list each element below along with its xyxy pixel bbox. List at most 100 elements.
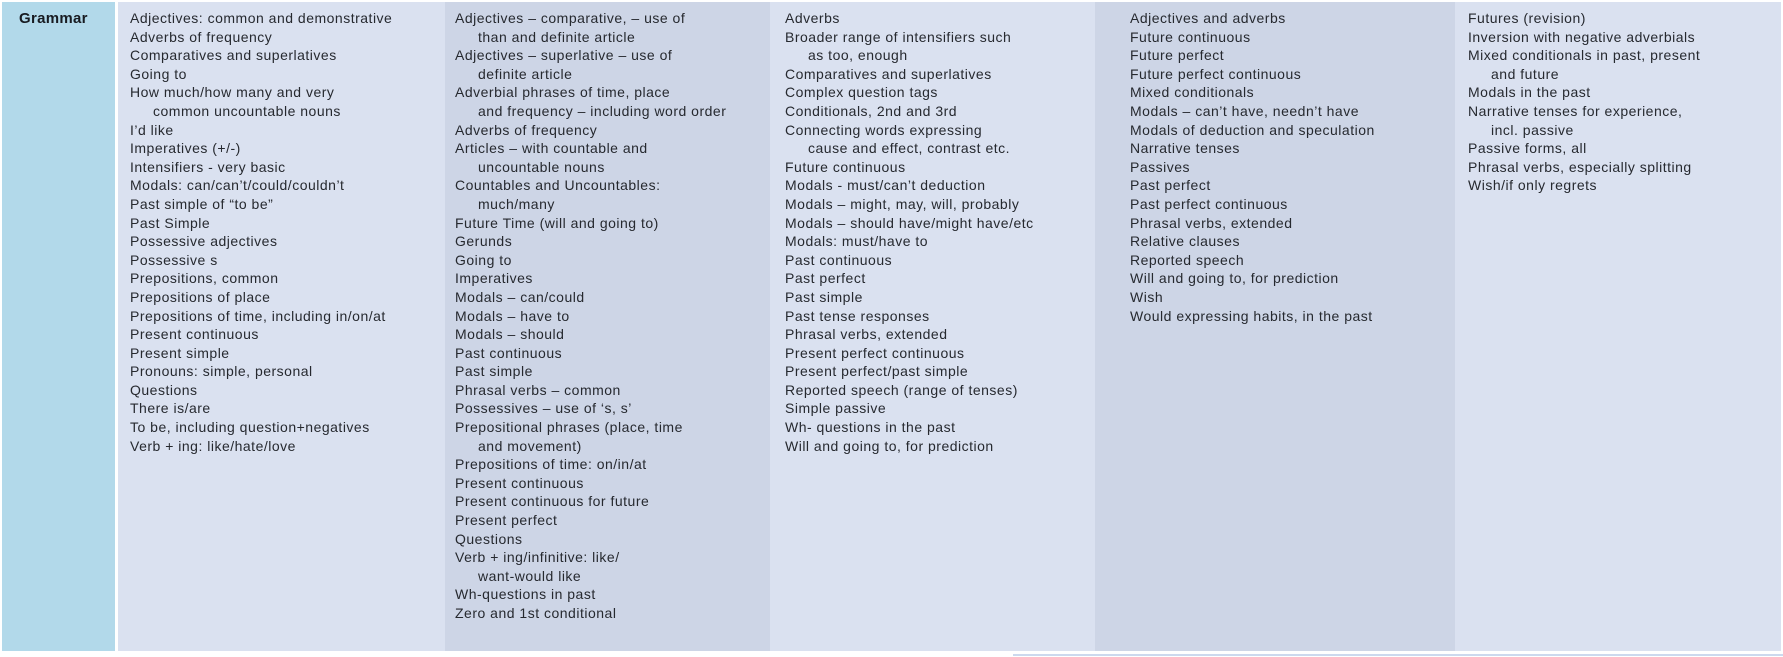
grammar-topic: Wish/if only regrets bbox=[1468, 177, 1598, 194]
bottom-border-line bbox=[1013, 654, 1783, 656]
grammar-topic: Passives bbox=[1130, 158, 1191, 175]
grammar-topic: Possessives – use of ‘s, s’ bbox=[455, 400, 632, 417]
grammar-topic: Passive forms, all bbox=[1468, 140, 1587, 157]
grammar-topic: Modals – can/could bbox=[455, 288, 585, 305]
grammar-topic: Simple passive bbox=[785, 400, 887, 417]
grammar-topic: Present perfect/past simple bbox=[785, 363, 969, 380]
grammar-topic: Past continuous bbox=[455, 344, 563, 361]
grammar-topic: Adjectives – superlative – use of defini… bbox=[455, 47, 673, 82]
grammar-topic: Wh-questions in past bbox=[455, 586, 596, 603]
grammar-topic: Would expressing habits, in the past bbox=[1130, 307, 1373, 324]
grammar-topic: Past continuous bbox=[785, 251, 893, 268]
grammar-topic: Adjectives: common and demonstrative bbox=[130, 10, 393, 26]
grammar-topic: Prepositions of time, including in/on/at bbox=[130, 307, 386, 324]
grammar-topic: Mixed conditionals in past, present and … bbox=[1468, 47, 1701, 82]
grammar-topic: Modals - must/can’t deduction bbox=[785, 177, 986, 194]
grammar-topic: Countables and Uncountables: much/many bbox=[455, 177, 661, 212]
grammar-topic: Prepositional phrases (place, time and m… bbox=[455, 419, 683, 454]
grammar-topic: Wish bbox=[1130, 288, 1164, 305]
grammar-topic: Prepositions, common bbox=[130, 270, 279, 287]
grammar-topic: Prepositions of place bbox=[130, 288, 271, 305]
grammar-topic: Inversion with negative adverbials bbox=[1468, 28, 1696, 45]
grammar-topic: Modals of deduction and speculation bbox=[1130, 121, 1375, 138]
grammar-topic: Complex question tags bbox=[785, 84, 938, 101]
grammar-topic: Intensifiers - very basic bbox=[130, 158, 286, 175]
grammar-topic: Future continuous bbox=[785, 158, 906, 175]
grammar-topic: Prepositions of time: on/in/at bbox=[455, 456, 647, 473]
grammar-column-level-1: Adjectives: common and demonstrative Adve… bbox=[118, 2, 445, 651]
grammar-topic: Phrasal verbs, especially splitting bbox=[1468, 158, 1692, 175]
grammar-topic: Future perfect bbox=[1130, 47, 1225, 64]
grammar-topic: Going to bbox=[455, 251, 512, 268]
grammar-topic: Wh- questions in the past bbox=[785, 419, 956, 436]
grammar-topic: How much/how many and very common uncoun… bbox=[130, 84, 341, 119]
grammar-topic: There is/are bbox=[130, 400, 211, 417]
grammar-topic: Adverbs of frequency bbox=[455, 121, 598, 138]
grammar-topic: Will and going to, for prediction bbox=[785, 437, 994, 454]
grammar-column-level-4: Adjectives and adverbs Future continuous F… bbox=[1095, 2, 1455, 651]
grammar-topic: Narrative tenses bbox=[1130, 140, 1240, 157]
grammar-topic: Past simple bbox=[785, 288, 863, 305]
grammar-topic: Modals – should bbox=[455, 326, 565, 343]
grammar-topic: Adverbial phrases of time, place and fre… bbox=[455, 84, 727, 119]
grammar-topic: Modals in the past bbox=[1468, 84, 1591, 101]
grammar-topic: Adjectives and adverbs bbox=[1130, 10, 1286, 26]
grammar-topic: Future perfect continuous bbox=[1130, 65, 1302, 82]
grammar-topic: Phrasal verbs, extended bbox=[785, 326, 948, 343]
grammar-column-level-5: Futures (revision) Inversion with negativ… bbox=[1455, 2, 1781, 651]
grammar-topic: Will and going to, for prediction bbox=[1130, 270, 1339, 287]
grammar-topic: Modals – might, may, will, probably bbox=[785, 195, 1020, 212]
grammar-topic: Future Time (will and going to) bbox=[455, 214, 659, 231]
grammar-topic: Verb + ing/infinitive: like/ want-would … bbox=[455, 549, 620, 584]
grammar-topic: Past perfect continuous bbox=[1130, 195, 1288, 212]
grammar-topic: Comparatives and superlatives bbox=[785, 65, 992, 82]
grammar-topic: Present perfect continuous bbox=[785, 344, 965, 361]
grammar-topic: Modals – can’t have, needn’t have bbox=[1130, 102, 1359, 119]
grammar-topic: Past tense responses bbox=[785, 307, 930, 324]
grammar-topic: Past perfect bbox=[1130, 177, 1211, 194]
row-header-cell: Grammar bbox=[2, 2, 115, 651]
grammar-topic: Zero and 1st conditional bbox=[455, 605, 617, 621]
grammar-topic: Present perfect bbox=[455, 512, 558, 529]
grammar-topic: Adverbs of frequency bbox=[130, 28, 273, 45]
grammar-topic: Going to bbox=[130, 65, 187, 82]
grammar-topic: Present simple bbox=[130, 344, 230, 361]
grammar-column-level-2: Adjectives – comparative, – use of than … bbox=[445, 2, 770, 651]
grammar-topic: To be, including question+negatives bbox=[130, 419, 370, 436]
grammar-topic: Imperatives bbox=[455, 270, 533, 287]
grammar-topic: Modals: must/have to bbox=[785, 233, 929, 250]
grammar-topic: Imperatives (+/-) bbox=[130, 140, 241, 157]
grammar-topic: Connecting words expressing cause and ef… bbox=[785, 121, 1011, 157]
grammar-topic: Gerunds bbox=[455, 233, 513, 250]
grammar-topic: Pronouns: simple, personal bbox=[130, 363, 313, 380]
grammar-topic: Reported speech (range of tenses) bbox=[785, 381, 1018, 398]
grammar-topic: Present continuous for future bbox=[455, 493, 650, 510]
grammar-topic: Phrasal verbs, extended bbox=[1130, 214, 1293, 231]
grammar-topic: Articles – with countable and uncountabl… bbox=[455, 140, 648, 175]
grammar-topic: Comparatives and superlatives bbox=[130, 47, 337, 64]
grammar-topic: Mixed conditionals bbox=[1130, 84, 1255, 101]
grammar-topic: Present continuous bbox=[130, 326, 259, 343]
grammar-topic: Modals: can/can’t/could/couldn’t bbox=[130, 177, 345, 194]
grammar-topic: Relative clauses bbox=[1130, 233, 1240, 250]
row-header-label: Grammar bbox=[19, 10, 88, 27]
grammar-topic: Past simple of “to be” bbox=[130, 195, 274, 212]
grammar-topic: Present continuous bbox=[455, 474, 584, 491]
grammar-topic: Past Simple bbox=[130, 214, 211, 231]
grammar-topic: Narrative tenses for experience, incl. p… bbox=[1468, 102, 1683, 138]
grammar-topic: Futures (revision) bbox=[1468, 10, 1586, 26]
grammar-topic: Conditionals, 2nd and 3rd bbox=[785, 102, 958, 119]
grammar-topic: I’d like bbox=[130, 121, 174, 138]
grammar-topic: Future continuous bbox=[1130, 28, 1251, 45]
grammar-topic: Past simple bbox=[455, 363, 533, 380]
grammar-topic: Adjectives – comparative, – use of than … bbox=[455, 10, 686, 45]
grammar-topic: Adverbs bbox=[785, 10, 840, 26]
grammar-column-level-3: Adverbs Broader range of intensifiers suc… bbox=[770, 2, 1095, 651]
grammar-topic: Past perfect bbox=[785, 270, 866, 287]
grammar-topic: Possessive s bbox=[130, 251, 218, 268]
grammar-topic: Questions bbox=[130, 381, 198, 398]
grammar-topic: Modals – should have/might have/etc bbox=[785, 214, 1034, 231]
grammar-topic: Questions bbox=[455, 530, 523, 547]
grammar-topic: Phrasal verbs – common bbox=[455, 381, 621, 398]
